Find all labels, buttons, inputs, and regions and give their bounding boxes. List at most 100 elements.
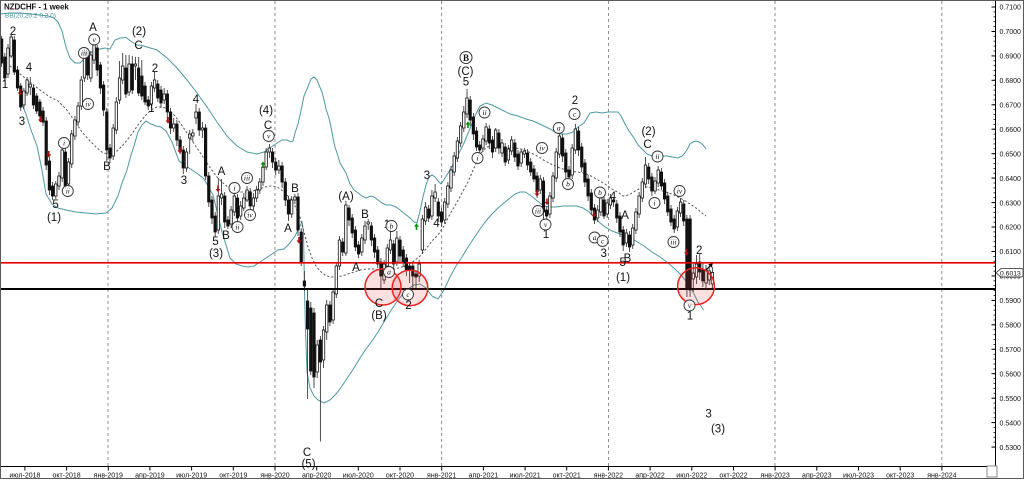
svg-text:0.5700: 0.5700 [1000,347,1022,354]
svg-text:iii: iii [244,174,250,183]
svg-text:A: A [89,22,97,34]
svg-text:4: 4 [433,218,440,230]
svg-text:июл-2022: июл-2022 [676,473,707,480]
svg-text:5: 5 [52,199,58,211]
svg-text:янв-2019: янв-2019 [94,473,123,480]
svg-text:C: C [375,298,383,310]
svg-text:(3): (3) [209,248,223,260]
svg-text:апр-2023: апр-2023 [802,473,832,480]
svg-text:v: v [93,35,97,44]
svg-text:янв-2024: янв-2024 [927,473,956,480]
svg-text:iv: iv [247,211,253,220]
svg-text:июл-2021: июл-2021 [510,473,541,480]
svg-text:C: C [134,40,142,52]
svg-text:i: i [653,199,655,208]
svg-text:(2): (2) [132,26,146,38]
svg-text:i: i [476,154,478,163]
svg-text:1: 1 [148,103,154,115]
svg-text:3: 3 [600,248,606,260]
svg-text:окт-2021: окт-2021 [553,473,581,480]
svg-text:3: 3 [424,170,430,182]
svg-text:0.5400: 0.5400 [1000,420,1022,427]
svg-text:0.6300: 0.6300 [1000,200,1022,207]
svg-text:B: B [463,53,469,63]
svg-text:3: 3 [181,175,187,187]
svg-text:2: 2 [572,95,578,107]
svg-text:a: a [593,233,597,242]
svg-text:a: a [387,268,391,277]
svg-text:NZDCHF - 1 week: NZDCHF - 1 week [4,3,69,12]
svg-text:янв-2021: янв-2021 [427,473,456,480]
svg-text:янв-2020: янв-2020 [260,473,289,480]
svg-text:4: 4 [193,94,200,106]
svg-text:3: 3 [705,409,711,421]
svg-text:(2): (2) [641,126,655,138]
svg-text:июл-2020: июл-2020 [343,473,374,480]
svg-text:A: A [284,223,292,235]
svg-text:c: c [573,110,577,119]
svg-text:5: 5 [463,77,469,89]
svg-text:iv: iv [539,144,545,153]
svg-text:A: A [218,166,226,178]
svg-text:0.6400: 0.6400 [1000,176,1022,183]
svg-text:iv: iv [677,187,683,196]
svg-text:ii: ii [482,108,486,117]
svg-text:i: i [233,184,235,193]
svg-text:i: i [63,139,65,148]
svg-text:1: 1 [2,79,8,91]
svg-text:2: 2 [405,300,411,312]
svg-text:0.6500: 0.6500 [1000,151,1022,158]
svg-text:0.5600: 0.5600 [1000,371,1022,378]
svg-text:B: B [103,161,111,173]
svg-text:ii: ii [66,187,70,196]
svg-text:C: C [643,139,651,151]
svg-text:(4): (4) [259,105,273,117]
svg-text:iv: iv [85,100,91,109]
svg-text:B: B [222,230,230,242]
svg-text:b: b [566,180,570,189]
svg-text:c: c [601,237,605,246]
svg-text:(A): (A) [338,191,354,203]
svg-text:апр-2019: апр-2019 [135,473,165,480]
svg-text:v: v [267,132,271,141]
svg-text:1: 1 [687,311,693,323]
svg-text:апр-2021: апр-2021 [469,473,499,480]
svg-text:окт-2020: окт-2020 [386,473,414,480]
svg-text:1: 1 [543,229,549,241]
svg-text:0.6100: 0.6100 [1000,249,1022,256]
svg-text:2: 2 [152,63,158,75]
svg-text:(C): (C) [458,66,474,78]
svg-text:0.6700: 0.6700 [1000,103,1022,110]
svg-text:июл-2018: июл-2018 [9,473,40,480]
svg-text:c: c [406,290,410,299]
svg-text:0.5800: 0.5800 [1000,323,1022,330]
svg-text:B: B [624,253,632,265]
svg-text:0.6200: 0.6200 [1000,225,1022,232]
svg-text:2: 2 [696,245,702,257]
svg-text:июл-2019: июл-2019 [176,473,207,480]
svg-text:(5): (5) [301,459,315,471]
svg-text:0.6013: 0.6013 [1000,270,1021,277]
svg-text:5: 5 [619,257,625,269]
svg-text:C: C [264,120,272,132]
svg-text:апр-2020: апр-2020 [302,473,332,480]
svg-text:(1): (1) [616,272,630,284]
svg-text:ii: ii [235,223,239,232]
svg-text:3: 3 [19,116,25,128]
svg-text:янв-2023: янв-2023 [760,473,789,480]
svg-text:iii: iii [81,49,87,58]
svg-text:0.5500: 0.5500 [1000,396,1022,403]
svg-text:b: b [390,222,394,231]
svg-text:5: 5 [212,236,218,248]
svg-text:iii: iii [670,238,676,247]
svg-text:июл-2023: июл-2023 [843,473,874,480]
svg-text:4: 4 [26,62,33,74]
svg-text:0.7100: 0.7100 [1000,5,1022,12]
svg-text:(B): (B) [371,310,387,322]
svg-text:a: a [557,124,561,133]
svg-text:янв-2022: янв-2022 [594,473,623,480]
svg-text:апр-2022: апр-2022 [635,473,665,480]
svg-text:iii: iii [535,207,541,216]
svg-text:2: 2 [10,26,16,38]
svg-text:B: B [291,183,299,195]
